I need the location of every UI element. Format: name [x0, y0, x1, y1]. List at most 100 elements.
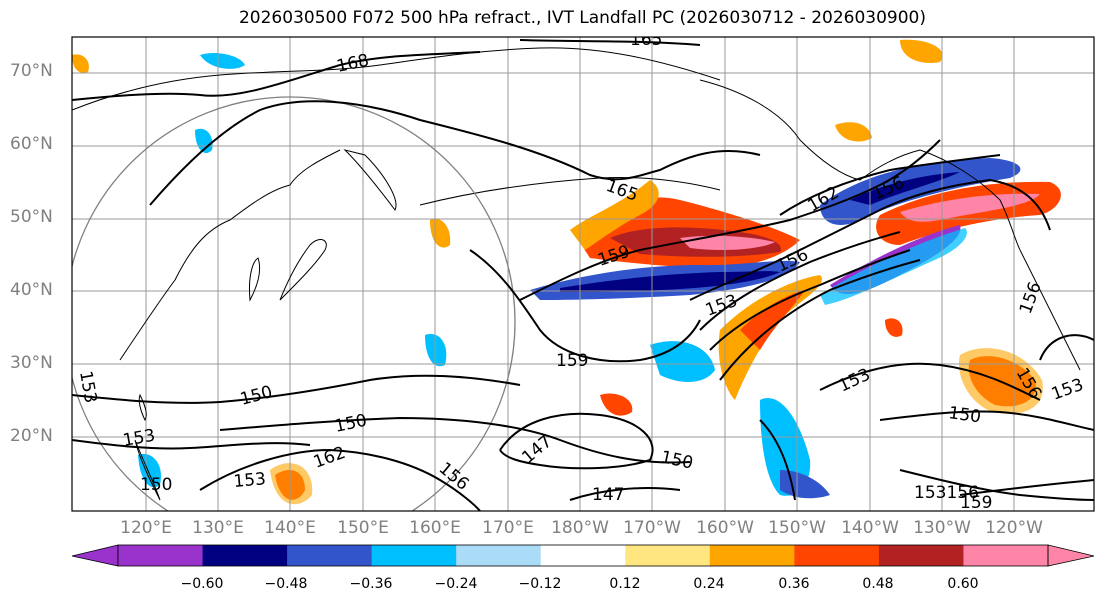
- contour-south-low: [759, 419, 796, 501]
- map-panel: 165 168 165 162 156 159 156 159 153 150 …: [72, 37, 1094, 513]
- colorbar-segment: [202, 545, 288, 566]
- colorbar-segment: [625, 545, 711, 566]
- colorbar-segments: [118, 545, 1049, 566]
- contour-165-north: [519, 39, 701, 46]
- contour-east-159: [959, 479, 1094, 496]
- map-title: 2026030500 F072 500 hPa refract., IVT La…: [238, 8, 926, 28]
- positive-patch-south-west-edge: [270, 463, 313, 505]
- negative-patch-south-west: [138, 453, 161, 488]
- lon-label-130w: 130°W: [913, 518, 971, 538]
- colorbar-extend-right: [1047, 544, 1095, 567]
- colorbar-segment: [540, 545, 626, 566]
- contour-147-south: [569, 487, 681, 501]
- lat-label-20n: 20°N: [10, 426, 53, 446]
- negative-patch-arctic-west: [200, 53, 245, 69]
- contour-156-jet: [689, 178, 1051, 301]
- reference-circle: [72, 96, 516, 511]
- positive-patch-arc-core: [740, 290, 805, 350]
- contour-label: 159: [960, 493, 992, 513]
- colorbar-segment: [456, 545, 542, 566]
- positive-patch-orange-edge: [570, 180, 659, 250]
- contour-east-150: [879, 410, 1094, 431]
- contour-168: [72, 51, 481, 101]
- refractivity-contours: [72, 39, 1094, 511]
- colorbar-segment: [287, 545, 373, 566]
- positive-patch-mid: [600, 393, 633, 416]
- philippines: [134, 439, 161, 501]
- contour-162: [779, 154, 1001, 216]
- lat-label-40n: 40°N: [10, 280, 53, 300]
- negative-patch-alaska-core: [850, 172, 960, 205]
- colorbar-segment: [963, 545, 1049, 566]
- contour-147-low: [499, 412, 654, 470]
- colorbar-segment: [794, 545, 880, 566]
- colorbar-tick-label: 0.12: [609, 576, 641, 592]
- negative-patch-south: [760, 398, 811, 496]
- contour-162-sw: [199, 448, 481, 511]
- lon-label-130e: 130°E: [192, 518, 244, 538]
- lon-label-180w: 180°W: [551, 518, 609, 538]
- positive-patch-hawaii: [885, 318, 903, 337]
- kamchatka: [343, 149, 397, 211]
- lat-label-60n: 60°N: [10, 134, 53, 154]
- colorbar-tick-label: −0.60: [180, 576, 224, 592]
- lat-label-70n: 70°N: [10, 61, 53, 81]
- positive-patch-gulf-pink: [900, 193, 1040, 222]
- contour-159-jet: [519, 139, 941, 301]
- colorbar-tick-label: −0.12: [518, 576, 562, 592]
- contour-label: 153156: [914, 483, 979, 503]
- contour-150-wide: [72, 374, 521, 404]
- lon-label-160e: 160°E: [409, 518, 461, 538]
- contour-trough-1: [709, 249, 911, 351]
- contour-153-inner: [699, 231, 901, 331]
- contour-label: 159: [556, 351, 588, 371]
- lon-label-160w: 160°W: [696, 518, 754, 538]
- colorbar-tick-label: 0.60: [947, 576, 979, 592]
- contour-label: 150: [947, 403, 982, 427]
- contour-east-circle: [1039, 334, 1094, 361]
- graticule: [72, 37, 1094, 511]
- colorbar-tick-label: 0.24: [693, 576, 725, 592]
- lon-label-120w: 120°W: [985, 518, 1043, 538]
- contour-label: 153: [233, 469, 267, 492]
- coastlines: [72, 47, 1081, 501]
- asia-north-coast: [72, 47, 721, 111]
- positive-patch-arc: [718, 275, 822, 400]
- lon-label-170e: 170°E: [482, 518, 534, 538]
- japan-islands: [279, 239, 327, 301]
- colorbar-segment: [878, 545, 964, 566]
- positive-patch-far-west: [72, 54, 89, 73]
- contour-165-mid: [149, 100, 761, 206]
- alaska-coast: [699, 79, 1021, 251]
- colorbar-segment: [118, 545, 204, 566]
- contour-trough-2: [719, 259, 921, 381]
- colorbar: [71, 544, 1095, 567]
- contour-150-inner: [219, 416, 691, 464]
- contour-east-156: [899, 469, 1094, 501]
- lon-label-170w: 170°W: [623, 518, 681, 538]
- contour-label: 150: [140, 475, 172, 495]
- contour-label: 147: [592, 485, 624, 505]
- negative-patch-diagonal-edge: [820, 228, 967, 305]
- colorbar-tick-label: 0.36: [778, 576, 810, 592]
- colorbar-tick-label: −0.48: [264, 576, 308, 592]
- asia-east-coast: [119, 149, 341, 361]
- lon-label-150e: 150°E: [337, 518, 389, 538]
- lon-label-140w: 140°W: [841, 518, 899, 538]
- colorbar-tick-label: 0.48: [862, 576, 894, 592]
- positive-patch-arctic: [835, 122, 872, 142]
- lat-label-30n: 30°N: [10, 353, 53, 373]
- map-frame: [71, 36, 1095, 512]
- positive-patch-arctic-2: [900, 39, 943, 64]
- colorbar-outline: [117, 544, 1049, 567]
- contour-159-south: [469, 249, 701, 363]
- lon-label-150w: 150°W: [768, 518, 826, 538]
- colorbar-tick-label: −0.36: [349, 576, 393, 592]
- contour-153-sw: [72, 439, 311, 450]
- positive-patch-pink: [680, 235, 775, 250]
- contour-east-153: [819, 362, 1041, 401]
- colorbar-extend-left: [71, 544, 119, 567]
- lat-label-50n: 50°N: [10, 207, 53, 227]
- north-america-west-coast: [1019, 249, 1081, 371]
